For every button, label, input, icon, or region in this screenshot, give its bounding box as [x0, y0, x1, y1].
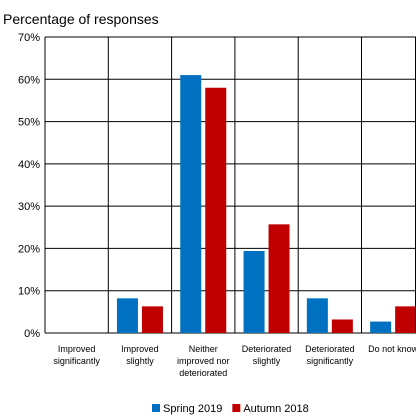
y-tick-label: 20%	[18, 243, 40, 255]
y-tick-label: 0%	[24, 328, 40, 340]
y-axis-ticks: 0% 10% 20% 30% 40% 50% 60% 70%	[18, 32, 40, 340]
legend: Spring 2019 Autumn 2018	[152, 403, 309, 415]
legend-swatch	[152, 404, 160, 412]
x-category-label: Improved significantly	[53, 344, 100, 366]
y-tick-label: 10%	[18, 286, 40, 298]
gridlines	[44, 36, 416, 334]
x-category-label: Deteriorated slightly	[242, 344, 292, 366]
legend-swatch	[232, 404, 241, 412]
bars	[116, 75, 415, 334]
bar-spring-2019	[306, 298, 328, 333]
x-category-label: Neither improved nor deteriorated	[177, 344, 230, 378]
y-tick-label: 70%	[18, 32, 40, 44]
y-tick-label: 30%	[18, 201, 40, 213]
bar-autumn-2018	[205, 87, 227, 333]
bar-spring-2019	[116, 298, 138, 333]
y-tick-label: 40%	[18, 159, 40, 171]
y-tick-label: 60%	[18, 74, 40, 86]
y-tick-label: 50%	[18, 117, 40, 129]
x-category-label: Do not know	[368, 344, 416, 354]
bar-autumn-2018	[141, 306, 163, 333]
legend-label: Spring 2019	[163, 403, 222, 415]
bar-spring-2019	[243, 250, 265, 333]
bar-spring-2019	[180, 75, 202, 334]
x-category-label: Deteriorated significantly	[305, 344, 355, 366]
x-axis-categories: Improved significantly Improved slightly Nei…	[53, 344, 416, 378]
legend-label: Autumn 2018	[243, 403, 308, 415]
y-axis-title: Percentage of responses	[3, 11, 159, 27]
bar-spring-2019	[370, 321, 392, 333]
x-category-label: Improved slightly	[121, 344, 159, 366]
bar-autumn-2018	[331, 319, 353, 333]
bar-autumn-2018	[395, 306, 415, 333]
bar-autumn-2018	[268, 224, 290, 333]
